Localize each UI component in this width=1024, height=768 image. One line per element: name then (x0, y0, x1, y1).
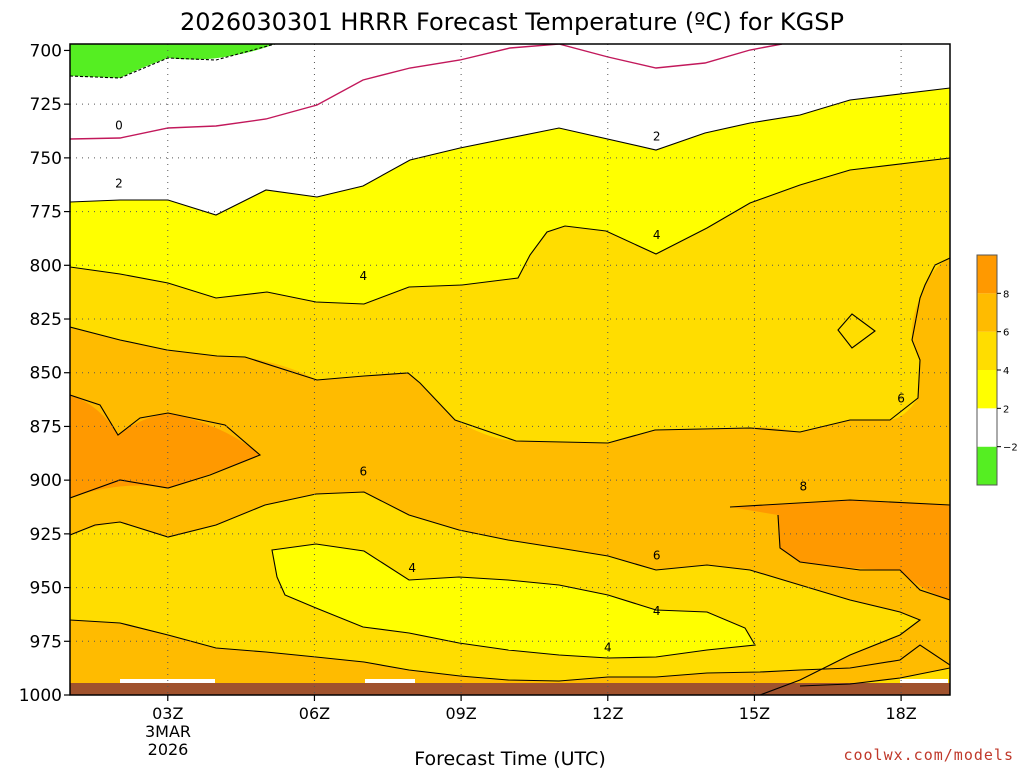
colorbar-swatch (977, 446, 997, 485)
ground-highlight-3 (900, 679, 948, 683)
grid-lines (70, 44, 950, 695)
x-axis: 03Z 06Z 09Z 12Z 15Z 18Z (152, 695, 917, 723)
colorbar-label: 2 (1003, 404, 1009, 415)
x-axis-label: Forecast Time (UTC) (414, 748, 605, 768)
contour-label: 2 (115, 177, 123, 191)
colorbar-swatch (977, 293, 997, 332)
y-tick-label: 775 (30, 203, 62, 223)
isotherm-8-right-lower (777, 514, 950, 601)
isotherm-6-bottom (70, 619, 950, 682)
isotherm-4-lower (271, 543, 756, 659)
y-tick-label: 825 (30, 310, 62, 330)
temperature-fill-layer (70, 44, 950, 695)
fill-minus2-to-2 (70, 44, 950, 215)
y-tick-label: 1000 (19, 686, 62, 706)
isotherm-8-small (837, 313, 876, 349)
y-tick-label: 725 (30, 95, 62, 115)
y-tick-label: 975 (30, 632, 62, 652)
contour-label: 6 (897, 392, 905, 406)
colorbar-swatch (977, 408, 997, 447)
x-tick-label: 06Z (299, 704, 330, 723)
colorbar: −2 2 4 6 8 (976, 254, 1018, 486)
contour-label: 2 (653, 129, 661, 143)
contour-labels: 0 2 2 4 4 6 6 8 6 4 4 4 (115, 119, 905, 655)
colorbar-label: 4 (1003, 366, 1009, 377)
ground-strip (70, 683, 950, 695)
contour-label: 4 (360, 269, 368, 283)
isotherm-8-right (729, 499, 950, 508)
y-tick-label: 750 (30, 149, 62, 169)
contour-label: 4 (604, 641, 612, 655)
isotherm-6-upper (70, 257, 950, 444)
y-tick-label: 950 (30, 579, 62, 599)
contour-label: 4 (653, 228, 661, 242)
isotherm-4-bottom-right (799, 667, 950, 687)
isotherm-lines (70, 44, 950, 695)
colorbar-label: 8 (1003, 289, 1009, 300)
x-tick-label: 18Z (885, 704, 916, 723)
y-axis: 700 725 750 775 800 825 850 875 900 925 950 975 1000 (19, 41, 70, 706)
y-tick-label: 700 (30, 41, 62, 61)
isotherm-4-upper (70, 157, 950, 305)
fill-below-minus2 (70, 44, 275, 78)
y-tick-label: 800 (30, 256, 62, 276)
x-tick-label: 12Z (592, 704, 623, 723)
fill-above-8-pocket-left (70, 395, 260, 498)
contour-label: 6 (653, 548, 661, 562)
colorbar-label: 6 (1003, 328, 1009, 339)
contour-label: 8 (800, 480, 808, 494)
x-date-line-2: 2026 (148, 740, 189, 759)
colorbar-swatch (977, 370, 997, 409)
isotherm-6-lower (70, 491, 922, 695)
colorbar-label: −2 (1003, 443, 1018, 454)
credit-text: coolwx.com/models (843, 746, 1014, 764)
ground-highlight-2 (365, 679, 415, 683)
isotherm-2-upper (70, 87, 950, 216)
chart-title: 2026030301 HRRR Forecast Temperature (ºC… (180, 8, 844, 36)
x-tick-label: 09Z (445, 704, 476, 723)
fill-2-to-4-lower (272, 544, 755, 658)
fill-6-to-8-bottom (70, 620, 950, 695)
contour-label: 6 (360, 465, 368, 479)
x-tick-label: 03Z (152, 704, 183, 723)
isotherm-8-left (70, 394, 262, 499)
y-tick-label: 850 (30, 364, 62, 384)
contour-label: 4 (408, 561, 416, 575)
isotherm-minus2 (70, 44, 276, 79)
contour-label: 0 (115, 119, 123, 133)
isotherm-0 (70, 44, 783, 140)
colorbar-swatch (977, 255, 997, 294)
x-date-line-1: 3MAR (145, 722, 191, 741)
y-tick-label: 900 (30, 471, 62, 491)
y-tick-label: 875 (30, 417, 62, 437)
y-tick-label: 925 (30, 525, 62, 545)
plot-frame (69, 43, 951, 696)
contour-label: 4 (653, 604, 661, 618)
fill-above-8-pocket-right (730, 500, 950, 600)
x-tick-label: 15Z (739, 704, 770, 723)
colorbar-swatch (977, 331, 997, 370)
